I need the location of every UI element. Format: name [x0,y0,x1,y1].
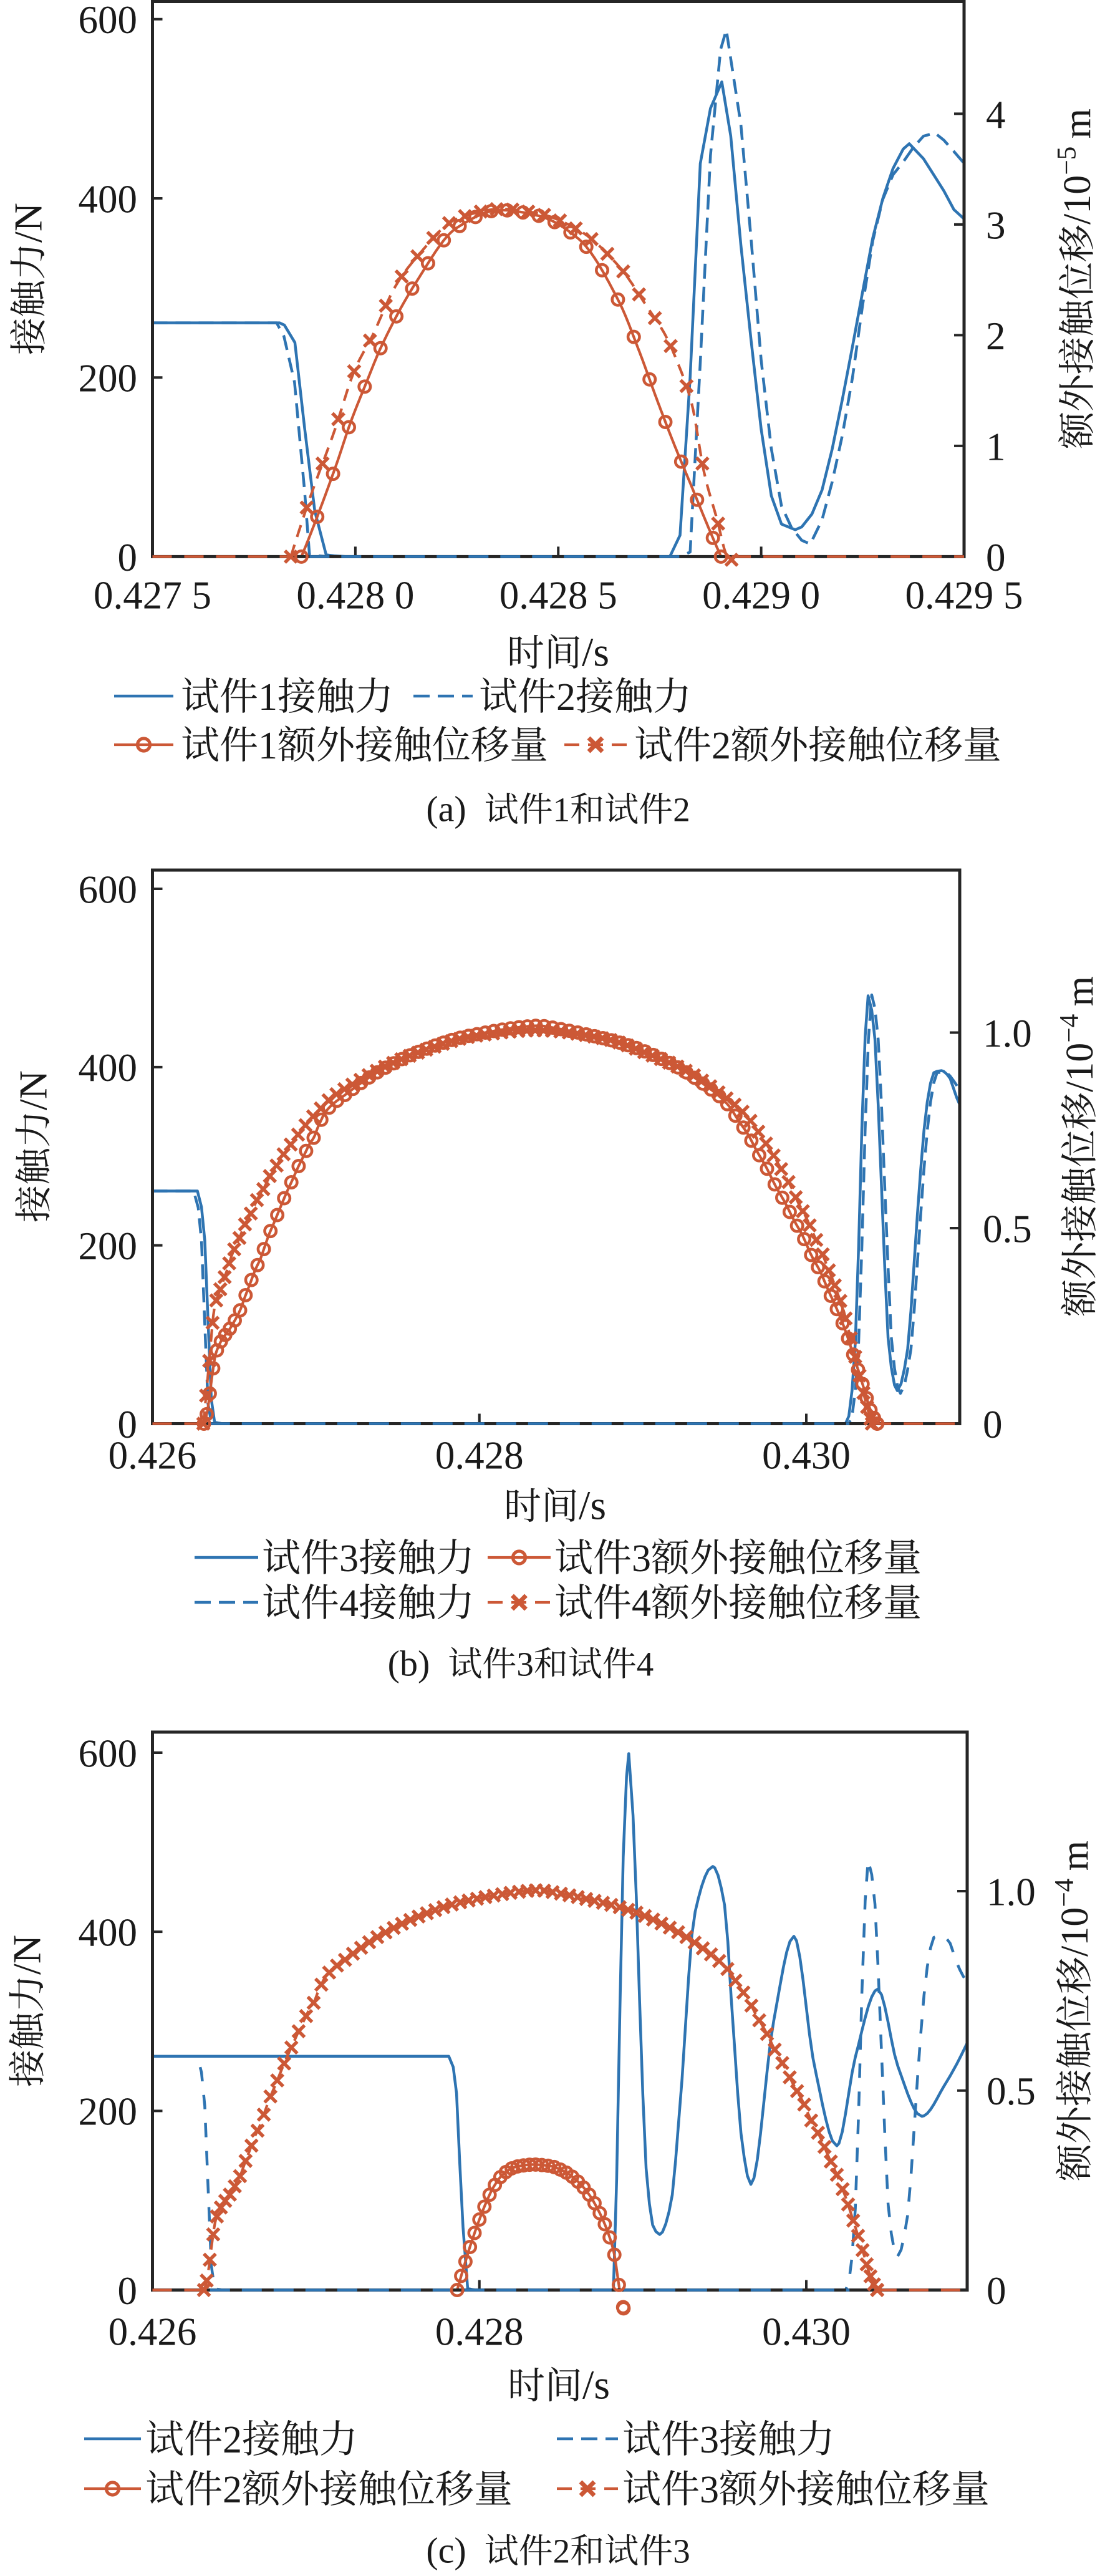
svg-text:3: 3 [339,1537,359,1580]
svg-text:(c): (c) [426,2530,484,2571]
svg-text:200: 200 [79,2090,138,2134]
svg-text:0.426: 0.426 [109,1433,197,1477]
svg-text:600: 600 [79,0,138,42]
svg-text:0.5: 0.5 [983,1207,1032,1251]
svg-text:1: 1 [986,425,1006,468]
svg-text:2: 2 [986,314,1006,358]
svg-text:4: 4 [637,1645,654,1683]
svg-text:200: 200 [79,1224,138,1268]
svg-text:1.0: 1.0 [987,1870,1036,1914]
svg-text:2: 2 [223,2469,242,2511]
svg-text:0.430: 0.430 [762,2310,851,2353]
svg-text:0.426: 0.426 [109,2310,197,2353]
svg-text:(a): (a) [426,789,484,830]
svg-text:2: 2 [712,725,731,767]
svg-text:2: 2 [553,2532,571,2570]
svg-text:−4: −4 [1049,1878,1079,1907]
svg-text:/N: /N [11,1070,55,1110]
svg-text:2: 2 [556,676,576,719]
svg-text:400: 400 [79,1046,138,1090]
svg-text:1.0: 1.0 [983,1012,1032,1055]
svg-text:600: 600 [79,868,138,911]
svg-text:1: 1 [553,791,571,829]
svg-text:m: m [1059,976,1101,1014]
svg-text:0: 0 [986,536,1006,579]
svg-text:−4: −4 [1054,1014,1084,1042]
svg-text:0.429 0: 0.429 0 [702,573,820,617]
svg-text:3: 3 [673,2532,690,2570]
svg-text:3: 3 [986,203,1006,247]
svg-text:0: 0 [118,536,138,579]
svg-text:0.428 0: 0.428 0 [296,573,414,617]
svg-text:0.429 5: 0.429 5 [905,573,1023,617]
svg-text:/10: /10 [1054,1907,1096,1957]
svg-text:1: 1 [258,725,277,767]
svg-text:0.428: 0.428 [435,2310,524,2353]
svg-text:200: 200 [79,357,138,400]
svg-text:3: 3 [516,1645,534,1683]
svg-text:400: 400 [79,1911,138,1955]
svg-text:2: 2 [673,791,690,829]
svg-text:0: 0 [118,1403,138,1446]
svg-text:0: 0 [983,1403,1003,1446]
svg-text:/s: /s [582,2362,610,2408]
svg-text:−5: −5 [1051,147,1081,175]
svg-text:3: 3 [632,1537,651,1580]
svg-text:1: 1 [258,676,277,719]
svg-text:/N: /N [5,1935,49,1975]
svg-text:3: 3 [700,2419,719,2461]
svg-text:m: m [1054,1841,1096,1879]
svg-text:400: 400 [79,177,138,221]
svg-text:0.427 5: 0.427 5 [94,573,211,617]
svg-text:4: 4 [339,1582,359,1625]
svg-text:/N: /N [6,203,51,243]
svg-text:/s: /s [582,629,609,675]
svg-text:0.428: 0.428 [435,1433,524,1477]
svg-text:/10: /10 [1059,1043,1101,1092]
svg-text:0.5: 0.5 [987,2070,1036,2113]
svg-text:/10: /10 [1056,175,1099,225]
svg-text:600: 600 [79,1731,138,1775]
svg-text:4: 4 [632,1582,651,1625]
svg-text:0: 0 [118,2269,138,2313]
svg-text:0: 0 [987,2269,1006,2313]
svg-text:3: 3 [700,2469,719,2511]
svg-text:0.428 5: 0.428 5 [499,573,617,617]
svg-text:/s: /s [579,1483,606,1528]
svg-text:m: m [1056,109,1099,147]
svg-text:(b): (b) [388,1644,448,1684]
svg-text:4: 4 [986,93,1006,137]
svg-text:0.430: 0.430 [762,1433,851,1477]
svg-text:2: 2 [223,2419,242,2461]
